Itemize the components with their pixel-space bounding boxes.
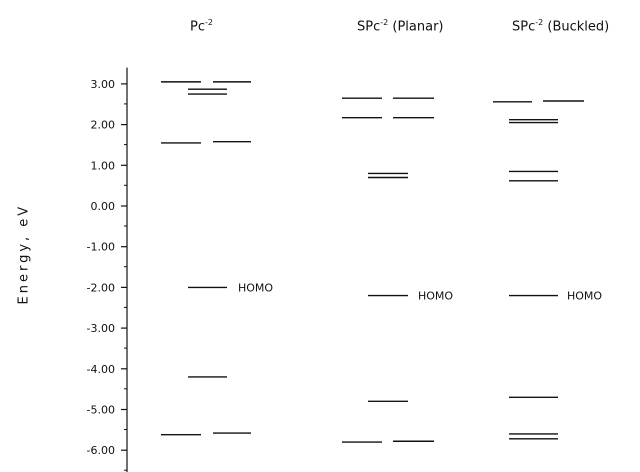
column-title-base: SPc bbox=[512, 19, 536, 35]
column-title-charge: -2 bbox=[205, 18, 213, 27]
y-tick-label: 1.00 bbox=[91, 159, 116, 172]
column-title-pc: Pc-2 bbox=[190, 18, 213, 34]
homo-label: HOMO bbox=[418, 290, 453, 303]
y-tick-label: -5.00 bbox=[87, 404, 115, 417]
y-tick-label: -6.00 bbox=[87, 444, 115, 457]
column-title-charge: -2 bbox=[380, 18, 389, 27]
homo-label: HOMO bbox=[238, 281, 273, 294]
column-title-charge: -2 bbox=[535, 18, 544, 27]
homo-label: HOMO bbox=[567, 290, 602, 303]
y-tick-label: 0.00 bbox=[91, 200, 116, 213]
column-title-spc-buckled: SPc-2 (Buckled) bbox=[512, 18, 609, 34]
column-title-base: Pc bbox=[190, 19, 205, 35]
column-title-spc-planar: SPc-2 (Planar) bbox=[357, 18, 444, 34]
y-tick-label: 3.00 bbox=[91, 78, 116, 91]
y-tick-label: 2.00 bbox=[91, 119, 116, 132]
y-tick-label: -1.00 bbox=[87, 241, 115, 254]
column-title-qualifier: (Buckled) bbox=[547, 19, 610, 35]
y-tick-label: -3.00 bbox=[87, 322, 115, 335]
y-tick-label: -4.00 bbox=[87, 363, 115, 376]
column-title-qualifier: (Planar) bbox=[392, 19, 444, 35]
column-title-base: SPc bbox=[357, 19, 381, 35]
y-tick-label: -2.00 bbox=[87, 281, 115, 294]
